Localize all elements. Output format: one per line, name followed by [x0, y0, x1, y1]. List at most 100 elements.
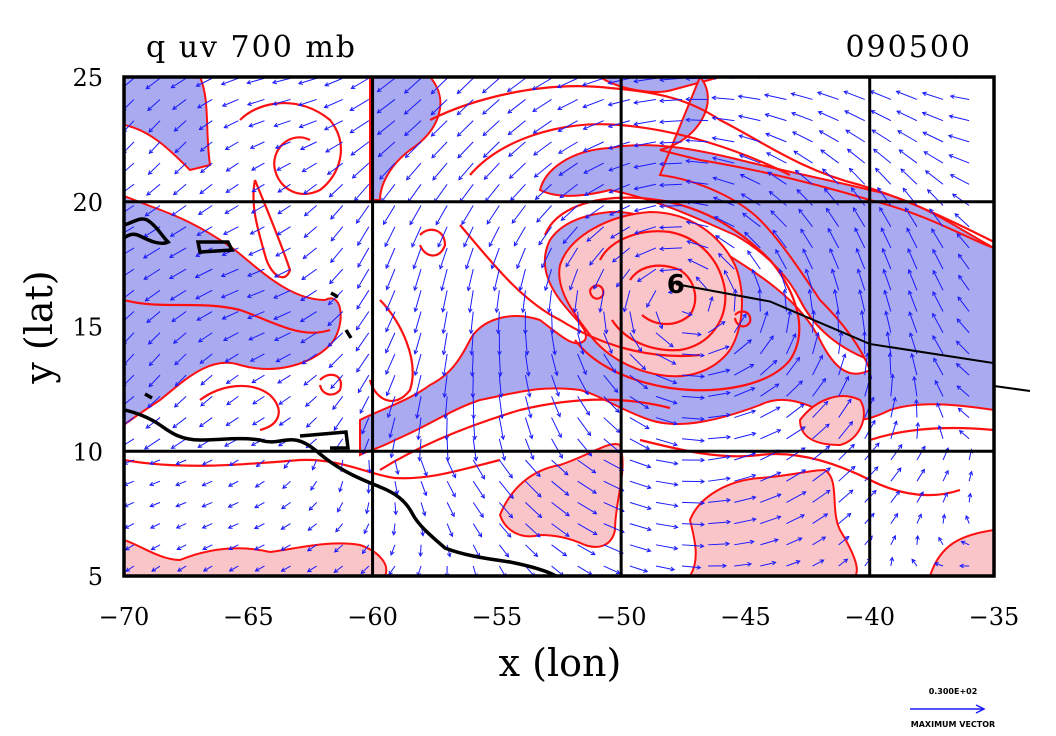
wind-vector: [177, 544, 187, 550]
wind-vector-head: [525, 371, 531, 377]
wind-vector: [759, 335, 774, 355]
wind-vector: [525, 544, 538, 557]
wind-vector: [175, 374, 187, 387]
wind-vector: [629, 332, 642, 352]
wind-vector-head: [830, 268, 836, 274]
high-moisture-region: [124, 538, 388, 576]
wind-vector: [524, 375, 531, 397]
wind-vector: [770, 210, 787, 228]
wind-vector-head: [751, 268, 756, 274]
wind-vector-head: [712, 196, 718, 201]
wind-vector: [838, 353, 846, 376]
wind-vector-head: [199, 189, 205, 195]
wind-vector: [381, 183, 396, 203]
wind-vector-head: [522, 329, 528, 335]
wind-vector-head: [483, 175, 489, 180]
wind-vector-head: [955, 340, 961, 346]
wind-vector: [249, 120, 265, 127]
wind-vector-head: [633, 142, 639, 148]
wind-vector: [226, 374, 239, 384]
wind-vector-head: [413, 371, 419, 377]
wind-vector-head: [820, 149, 826, 154]
wind-vector-head: [363, 529, 368, 535]
wind-vector-head: [490, 264, 496, 270]
wind-vector-head: [303, 381, 309, 386]
wind-vector: [551, 544, 567, 557]
wind-vector-head: [603, 329, 609, 335]
wind-vector: [932, 270, 944, 291]
wind-vector-head: [893, 512, 899, 518]
wind-vector: [486, 205, 500, 225]
wind-vector-head: [360, 569, 366, 575]
wind-vector: [472, 480, 485, 499]
wind-vector: [708, 521, 731, 525]
wind-vector-head: [740, 193, 746, 198]
wind-vector: [954, 213, 970, 228]
wind-vector: [623, 290, 631, 312]
wind-vector-head: [535, 532, 541, 538]
wind-vector: [150, 501, 161, 507]
wind-vector: [577, 396, 590, 416]
wind-vector-head: [911, 558, 916, 564]
wind-vector-head: [306, 547, 312, 552]
wind-vector-head: [586, 237, 592, 242]
wind-vector-head: [477, 532, 483, 538]
wind-vector-head: [494, 308, 500, 314]
wind-vector-head: [480, 493, 485, 499]
wind-vector: [655, 438, 678, 446]
wind-vector: [637, 268, 657, 282]
wind-vector: [714, 216, 735, 228]
wind-vector: [949, 115, 970, 122]
wind-vector: [247, 77, 265, 84]
wind-vector: [812, 401, 829, 418]
wind-vector: [525, 480, 542, 498]
wind-vector-head: [413, 328, 419, 334]
wind-vector: [655, 501, 678, 507]
wind-vector-head: [421, 511, 427, 517]
wind-vector: [431, 77, 448, 94]
wind-vector-head: [586, 431, 592, 437]
vector-legend-value: 0.300E+02: [929, 687, 978, 696]
wind-vector-head: [225, 167, 231, 172]
wind-vector: [577, 544, 596, 556]
wind-vector: [599, 290, 605, 313]
wind-vector-head: [273, 294, 279, 299]
wind-vector: [765, 133, 787, 143]
wind-vector: [593, 268, 605, 290]
wind-vector-head: [943, 491, 948, 497]
wind-vector-head: [611, 257, 617, 263]
wind-vector: [457, 77, 474, 94]
wind-vector: [413, 247, 422, 269]
wind-vector: [303, 183, 317, 195]
wind-vector: [146, 183, 161, 196]
wind-vector-head: [747, 562, 753, 567]
wind-vector-head: [769, 335, 774, 341]
wind-vector-head: [124, 128, 128, 133]
wind-vector-head: [562, 551, 568, 557]
wind-vector-head: [328, 363, 334, 369]
wind-vector-head: [725, 390, 731, 396]
wind-vector: [360, 565, 370, 574]
wind-vector: [124, 77, 135, 88]
wind-vector-head: [273, 122, 279, 128]
wind-vector: [147, 395, 161, 408]
wind-vector: [275, 247, 291, 257]
wind-vector: [277, 226, 291, 236]
wind-vector: [394, 481, 398, 495]
wind-vector: [404, 120, 422, 136]
wind-vector-head: [844, 110, 850, 115]
wind-vector: [655, 459, 678, 465]
wind-vector-head: [275, 358, 281, 363]
wind-vector-head: [956, 233, 962, 238]
wind-vector: [707, 346, 730, 355]
wind-vector-head: [896, 71, 900, 75]
wind-vector: [838, 466, 856, 482]
wind-vector-head: [349, 106, 355, 112]
wind-vector: [603, 332, 613, 354]
wind-vector-head: [327, 321, 333, 327]
wind-vector: [386, 268, 396, 290]
wind-vector-head: [877, 186, 882, 192]
wind-vector: [226, 183, 239, 193]
wind-vector: [696, 276, 709, 291]
